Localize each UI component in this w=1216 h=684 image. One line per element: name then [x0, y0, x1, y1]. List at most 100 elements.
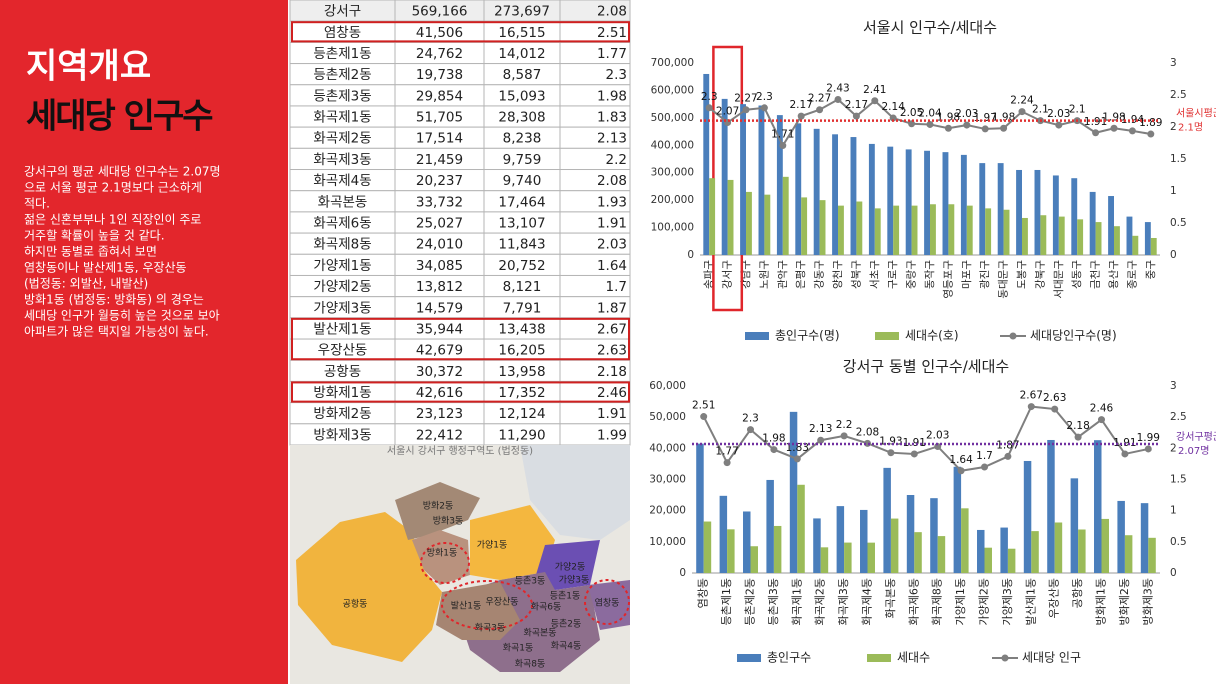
table-cell: 13,438: [498, 321, 545, 337]
line-marker: [1147, 130, 1155, 138]
bar: [906, 494, 915, 573]
bar: [850, 137, 857, 255]
line-marker: [840, 432, 848, 440]
line-marker: [963, 121, 971, 129]
y2-tick-label: 1.5: [1170, 153, 1187, 165]
data-label: 2.27: [808, 93, 831, 105]
bar: [844, 542, 852, 573]
bar: [820, 547, 829, 573]
table-cell: 가양제3동: [313, 300, 371, 316]
table-cell: 13,958: [498, 364, 545, 380]
x-tick-label: 서초구: [869, 260, 881, 289]
y-tick-label: 50,000: [649, 411, 686, 423]
table-cell: 17,352: [498, 385, 545, 401]
table-cell: 8,121: [503, 279, 542, 295]
data-label: 2.2: [836, 419, 853, 431]
line-marker: [1027, 403, 1035, 411]
bar: [961, 508, 969, 573]
chart-title: 서울시 인구수/세대수: [863, 19, 997, 37]
data-label: 2.03: [1047, 108, 1070, 120]
map-label: 방화2동: [423, 501, 454, 512]
data-label: 2.51: [692, 400, 715, 412]
bar: [838, 205, 844, 255]
map-label: 화곡3동: [475, 623, 506, 634]
table-cell: 7,791: [503, 300, 542, 316]
bar: [966, 205, 973, 255]
bar: [1034, 169, 1041, 255]
table-cell: 가양제1동: [313, 258, 371, 274]
table-highlight: [291, 381, 630, 403]
x-tick-label: 서대문구: [1053, 260, 1065, 299]
table-cell: 42,616: [416, 385, 463, 401]
table-cell: 22,412: [416, 427, 463, 443]
table-cell: 28,308: [498, 110, 545, 126]
bar: [766, 479, 774, 573]
x-tick-label: 노원구: [758, 260, 770, 289]
x-tick-label: 종로구: [1126, 260, 1138, 289]
data-label: 2.1: [1069, 104, 1086, 116]
y2-tick-label: 2: [1170, 121, 1177, 133]
line-marker: [957, 467, 965, 475]
table-cell: 화곡제8동: [313, 237, 371, 253]
legend-swatch: [737, 654, 761, 662]
bar: [937, 536, 946, 573]
bar: [819, 200, 826, 255]
bar: [696, 443, 704, 573]
bar: [1071, 178, 1078, 255]
bar: [703, 73, 710, 255]
bar: [1140, 503, 1149, 573]
table-cell: 8,587: [503, 67, 542, 83]
y-tick-label: 20,000: [649, 505, 686, 517]
table-cell: 1.87: [597, 300, 627, 316]
bar: [758, 105, 765, 255]
y2-tick-label: 1: [1170, 505, 1177, 517]
table-cell: 화곡제6동: [313, 216, 371, 232]
bar: [911, 205, 918, 255]
x-tick-label: 화곡본동: [884, 578, 897, 618]
bar: [813, 128, 820, 255]
bar: [942, 152, 949, 255]
bar: [977, 529, 985, 573]
bar: [1077, 219, 1084, 255]
table-cell: 발산제1동: [313, 321, 371, 337]
bar: [860, 509, 868, 573]
highlight-circle: [584, 579, 630, 625]
bar: [893, 205, 900, 255]
table-cell: 1.7: [606, 279, 627, 295]
data-label: 1.98: [992, 111, 1015, 123]
line-marker: [1128, 127, 1136, 135]
y-tick-label: 10,000: [649, 536, 686, 548]
x-tick-label: 화곡제2동: [814, 578, 827, 625]
x-tick-label: 금천구: [1090, 260, 1102, 289]
legend-label: 세대수: [897, 651, 930, 665]
y-tick-label: 500,000: [651, 112, 694, 124]
bar: [1047, 439, 1055, 573]
data-label: 1.91: [1084, 116, 1107, 128]
district-area: [395, 482, 480, 540]
bar: [1070, 478, 1079, 573]
table-cell: 화곡제1동: [313, 110, 371, 126]
table-cell: 2.63: [597, 343, 627, 359]
table-cell: 273,697: [494, 4, 550, 20]
line-marker: [1004, 452, 1012, 460]
table-cell: 51,705: [416, 110, 463, 126]
y-tick-label: 0: [687, 249, 694, 261]
table-cell: 16,515: [498, 25, 545, 41]
legend-label: 총인구수(명): [775, 329, 840, 343]
table-cell: 강서구: [324, 4, 361, 20]
y2-tick-label: 0: [1170, 567, 1177, 579]
map-label: 방화1동: [427, 548, 458, 559]
y-tick-label: 40,000: [649, 442, 686, 454]
table-highlight: [291, 21, 630, 43]
table-cell: 23,123: [416, 406, 463, 422]
line-marker: [797, 112, 805, 120]
table-cell: 13,107: [498, 216, 545, 232]
line-marker: [852, 112, 860, 120]
table-cell: 20,237: [416, 173, 463, 189]
bar: [1007, 548, 1016, 573]
bar: [984, 547, 992, 573]
y-tick-label: 300,000: [651, 167, 694, 179]
bar: [719, 495, 728, 573]
data-label: 2.04: [918, 107, 942, 119]
